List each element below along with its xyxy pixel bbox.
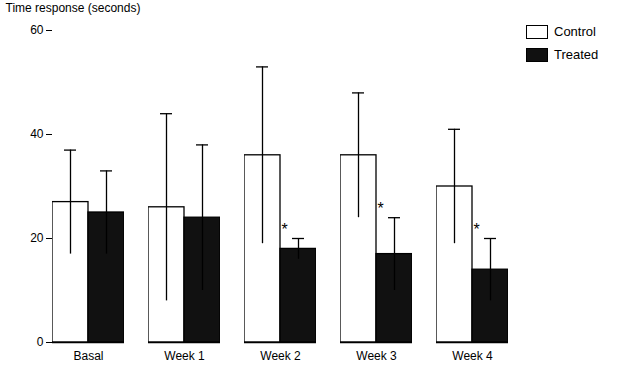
svg-text:60: 60 (30, 23, 44, 37)
svg-text:*: * (377, 200, 383, 217)
svg-text:*: * (473, 221, 479, 238)
svg-text:Week 4: Week 4 (452, 349, 493, 363)
svg-text:Time response (seconds): Time response (seconds) (6, 1, 141, 15)
html-text:Treated: Treated (554, 47, 599, 62)
svg-text:Week 2: Week 2 (260, 349, 301, 363)
svg-text:20: 20 (30, 231, 44, 245)
svg-text:0: 0 (37, 335, 44, 349)
html-text:Control: Control (554, 24, 596, 39)
svg-text:Week 3: Week 3 (356, 349, 397, 363)
svg-text:*: * (281, 221, 287, 238)
svg-text:Basal: Basal (73, 349, 103, 363)
svg-text:Week 1: Week 1 (164, 349, 205, 363)
svg-text:40: 40 (30, 127, 44, 141)
